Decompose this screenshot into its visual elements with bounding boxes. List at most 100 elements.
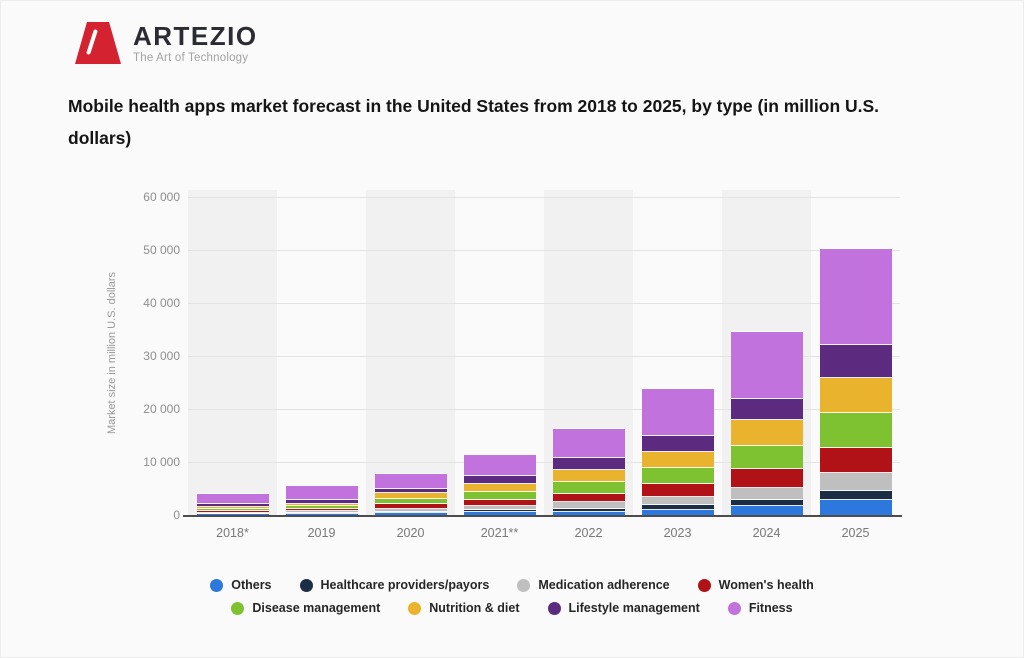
bar-segment: [374, 498, 447, 505]
gridline: [188, 197, 900, 198]
bar-segment: [730, 505, 803, 516]
bar-segment: [463, 505, 536, 510]
gridline: [188, 409, 900, 410]
y-tick-label: 50 000: [143, 243, 180, 257]
gridline: [188, 303, 900, 304]
bar-segment: [552, 502, 625, 509]
legend-row: Others Healthcare providers/payors Medicat…: [210, 578, 814, 592]
legend-item: Medication adherence: [517, 578, 670, 592]
x-tick-label: 2019: [307, 526, 336, 540]
bar-segment: [641, 497, 714, 505]
legend-label: Fitness: [748, 601, 793, 615]
bar-segment: [374, 511, 447, 514]
legend-label: Disease management: [252, 601, 381, 615]
bar-segment: [552, 428, 625, 459]
legend-dot-icon: [210, 578, 224, 592]
y-tick-label: 30 000: [143, 349, 180, 363]
bar-segment: [285, 512, 358, 514]
legend-item: Women's health: [697, 578, 814, 592]
bar-segment: [641, 483, 714, 498]
legend-item: Nutrition & diet: [408, 601, 520, 615]
stacked-bar-2020: [374, 474, 447, 516]
legend-dot-icon: [299, 578, 313, 592]
x-tick-label: 2023: [663, 526, 692, 540]
chart-title: Mobile health apps market forecast in th…: [68, 96, 880, 149]
bar-segment: [196, 504, 269, 507]
bar-segment: [730, 488, 803, 501]
bar-segment: [285, 503, 358, 507]
legend-item: Disease management: [231, 601, 380, 615]
legend-label: Women's health: [718, 578, 814, 592]
bar-segment: [819, 345, 892, 379]
y-tick-label: 40 000: [143, 296, 180, 310]
x-tick-label: 2018*: [216, 526, 249, 540]
bar-segment: [463, 492, 536, 500]
bar-segment: [730, 446, 803, 469]
bar-segment: [463, 499, 536, 506]
gridline: [188, 356, 900, 357]
y-tick-label: 0: [173, 508, 180, 522]
bar-segment: [285, 511, 358, 513]
bar-segment: [552, 458, 625, 470]
legend-item: Healthcare providers/payors: [299, 578, 489, 592]
legend-label: Medication adherence: [538, 578, 670, 592]
bar-segment: [196, 511, 269, 513]
plot-area: [188, 190, 900, 516]
bar-segment: [641, 452, 714, 469]
bar-segment: [196, 509, 269, 512]
bar-segment: [552, 493, 625, 503]
x-tick-label: 2025: [841, 526, 870, 540]
bar-segment: [819, 248, 892, 346]
bar-segment: [552, 511, 625, 516]
legend-label: Lifestyle management: [568, 601, 700, 615]
y-tick-label: 20 000: [143, 402, 180, 416]
bar-segment: [463, 455, 536, 477]
legend-dot-icon: [697, 578, 711, 592]
gridline: [188, 462, 900, 463]
bar-segment: [285, 486, 358, 501]
y-tick-label: 10 000: [143, 455, 180, 469]
bar-segment: [730, 332, 803, 399]
bar-segment: [552, 482, 625, 494]
legend-label: Nutrition & diet: [429, 601, 520, 615]
bar-segment: [374, 492, 447, 499]
legend-dot-icon: [517, 578, 531, 592]
bar-segment: [285, 500, 358, 504]
bar-segment: [641, 435, 714, 453]
bar-segment: [285, 506, 358, 509]
legend-dot-icon: [547, 601, 561, 615]
bar-segment: [463, 476, 536, 484]
bar-segment: [641, 389, 714, 436]
logo-name: ARTEZIO: [133, 20, 258, 51]
bar-segment: [196, 513, 269, 515]
bar-segment: [730, 398, 803, 421]
legend-item: Others: [210, 578, 272, 592]
bar-segment: [552, 469, 625, 483]
bar-segment: [730, 500, 803, 506]
x-axis-tick-labels: 2018* 2019 2020 2021** 2022 2023 2024 2025: [188, 526, 900, 546]
bar-segment: [374, 513, 447, 516]
bar-segment: [819, 378, 892, 414]
gridline: [188, 250, 900, 251]
bar-segment: [819, 413, 892, 449]
x-axis-line: [183, 515, 902, 517]
legend-label: Others: [231, 578, 272, 592]
logo-text-block: ARTEZIO The Art of Technology: [133, 23, 258, 64]
legend-dot-icon: [408, 601, 422, 615]
artezio-logo: ARTEZIO The Art of Technology: [75, 22, 258, 64]
bar-segment: [463, 511, 536, 516]
y-tick-label: 60 000: [143, 190, 180, 204]
logo-tagline: The Art of Technology: [133, 51, 249, 64]
bar-segment: [285, 508, 358, 512]
bar-segment: [196, 506, 269, 510]
bar-segment: [819, 491, 892, 500]
bar-segment: [819, 499, 892, 516]
x-tick-label: 2021**: [480, 526, 519, 540]
stacked-bar-2025: [819, 248, 892, 516]
bar-segment: [463, 509, 536, 512]
chart-legend: Others Healthcare providers/payors Medicat…: [0, 578, 1024, 615]
bar-segment: [463, 483, 536, 493]
stacked-bar-2024: [730, 332, 803, 516]
bar-segment: [819, 448, 892, 474]
legend-item: Fitness: [727, 601, 793, 615]
